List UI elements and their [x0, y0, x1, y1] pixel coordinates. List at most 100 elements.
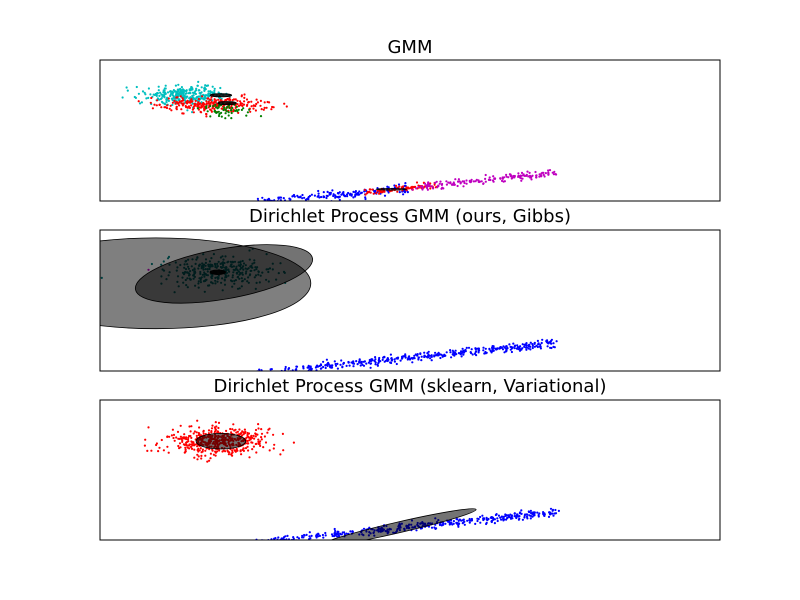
data-point: [431, 185, 434, 188]
data-point: [209, 98, 212, 101]
data-point: [168, 435, 171, 438]
data-point: [197, 89, 200, 92]
data-point: [155, 94, 158, 97]
data-point: [146, 449, 149, 452]
data-point: [190, 447, 193, 450]
data-point: [246, 103, 249, 106]
data-point: [523, 515, 526, 519]
data-point: [394, 184, 398, 187]
data-point: [321, 533, 324, 537]
data-point: [176, 102, 180, 105]
data-point: [179, 90, 182, 93]
data-point: [493, 522, 496, 525]
data-point: [310, 193, 313, 196]
data-point: [542, 171, 545, 174]
data-point: [377, 358, 381, 361]
data-point: [259, 444, 262, 447]
data-point: [175, 90, 178, 93]
data-point: [536, 511, 539, 514]
data-point: [272, 433, 275, 436]
data-point: [196, 107, 199, 110]
data-point: [511, 176, 514, 179]
data-point: [543, 175, 546, 178]
data-point: [246, 431, 249, 435]
data-point: [505, 345, 508, 348]
data-point: [196, 103, 199, 106]
data-point: [212, 102, 215, 105]
data-point: [363, 360, 366, 363]
data-point: [423, 351, 426, 354]
data-point: [477, 347, 480, 350]
data-point: [254, 442, 257, 446]
data-point: [549, 507, 553, 510]
data-point: [334, 194, 337, 198]
data-point: [301, 536, 304, 539]
data-point: [489, 516, 492, 519]
data-point: [488, 348, 491, 351]
data-point: [430, 526, 434, 529]
data-point: [231, 106, 234, 109]
data-point: [193, 448, 196, 451]
data-point: [513, 515, 516, 518]
data-point: [256, 197, 259, 200]
data-point: [196, 453, 199, 456]
data-point: [336, 367, 339, 370]
data-point: [277, 196, 280, 199]
data-point: [496, 519, 499, 523]
data-point: [520, 512, 523, 515]
data-point: [336, 532, 339, 536]
data-point: [407, 357, 410, 360]
data-point: [266, 100, 269, 104]
data-point: [440, 187, 443, 190]
data-point: [195, 434, 198, 437]
data-point: [292, 441, 295, 444]
data-point: [343, 194, 347, 197]
data-point: [480, 180, 483, 183]
data-point: [207, 90, 210, 93]
plot-content: [100, 237, 558, 371]
data-point: [225, 429, 228, 432]
data-point: [250, 435, 253, 438]
data-point: [339, 532, 342, 535]
data-point: [179, 435, 182, 438]
data-point: [341, 531, 344, 534]
data-point: [206, 97, 209, 100]
data-point: [204, 96, 207, 99]
data-point: [261, 196, 264, 199]
data-point: [399, 359, 402, 362]
data-point: [197, 101, 200, 104]
data-point: [368, 526, 371, 529]
data-point: [244, 447, 248, 450]
data-point: [540, 341, 543, 345]
data-point: [362, 364, 366, 367]
data-point: [303, 196, 306, 199]
data-point: [226, 105, 229, 109]
data-point: [393, 358, 396, 361]
data-point: [485, 521, 488, 525]
data-point: [252, 107, 255, 110]
data-point: [550, 512, 553, 515]
data-point: [277, 536, 280, 539]
data-point: [182, 436, 185, 439]
data-point: [237, 108, 240, 111]
panel-gmm: GMM: [99, 37, 721, 202]
data-point: [531, 344, 535, 347]
data-point: [475, 354, 478, 357]
data-point: [299, 196, 302, 199]
data-point: [182, 112, 185, 115]
data-point: [205, 106, 208, 110]
plot-area: [99, 229, 721, 372]
data-point: [241, 104, 244, 108]
data-point: [334, 364, 338, 367]
data-point: [250, 100, 253, 103]
data-point: [209, 452, 212, 455]
data-point: [464, 348, 467, 351]
data-point: [363, 188, 366, 192]
data-point: [172, 89, 175, 92]
data-point: [365, 192, 369, 195]
chart-title: Dirichlet Process GMM (sklearn, Variatio…: [214, 376, 607, 397]
data-point: [167, 99, 170, 102]
data-point: [308, 194, 312, 198]
data-point: [159, 91, 162, 94]
data-point: [372, 192, 375, 195]
